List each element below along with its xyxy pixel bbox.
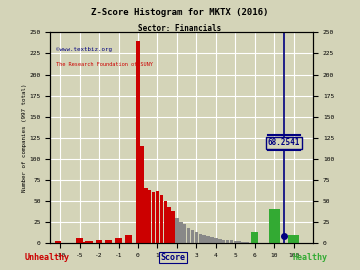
- Bar: [206, 236, 210, 243]
- Bar: [76, 238, 84, 243]
- Bar: [183, 224, 186, 243]
- Bar: [144, 188, 148, 243]
- Bar: [210, 237, 214, 243]
- Bar: [230, 241, 233, 243]
- Bar: [159, 195, 163, 243]
- Bar: [136, 41, 140, 243]
- Bar: [125, 235, 132, 243]
- Text: ©www.textbiz.org: ©www.textbiz.org: [56, 47, 112, 52]
- Bar: [152, 193, 155, 243]
- Bar: [179, 222, 183, 243]
- Bar: [187, 228, 190, 243]
- Text: Z-Score Histogram for MKTX (2016): Z-Score Histogram for MKTX (2016): [91, 8, 269, 17]
- Bar: [238, 241, 241, 243]
- Bar: [115, 238, 122, 243]
- Bar: [96, 240, 103, 243]
- Bar: [195, 232, 198, 243]
- Bar: [140, 146, 144, 243]
- Bar: [81, 242, 88, 243]
- Text: Score: Score: [160, 253, 185, 262]
- Bar: [234, 241, 237, 243]
- Bar: [148, 190, 152, 243]
- Bar: [288, 235, 299, 243]
- Bar: [163, 201, 167, 243]
- Bar: [222, 240, 225, 243]
- Bar: [175, 218, 179, 243]
- Bar: [245, 242, 249, 243]
- Bar: [202, 235, 206, 243]
- Bar: [167, 207, 171, 243]
- Text: Healthy: Healthy: [292, 253, 327, 262]
- Bar: [191, 230, 194, 243]
- Bar: [226, 241, 229, 243]
- Text: Unhealthy: Unhealthy: [24, 253, 69, 262]
- Y-axis label: Number of companies (997 total): Number of companies (997 total): [22, 83, 27, 192]
- Bar: [156, 191, 159, 243]
- Text: 68.2541: 68.2541: [268, 138, 300, 147]
- Text: The Research Foundation of SUNY: The Research Foundation of SUNY: [56, 62, 153, 67]
- Bar: [105, 241, 112, 243]
- Bar: [251, 232, 258, 243]
- Bar: [85, 241, 93, 243]
- Text: Sector: Financials: Sector: Financials: [138, 24, 222, 33]
- Bar: [199, 234, 202, 243]
- Bar: [218, 239, 221, 243]
- Bar: [214, 238, 217, 243]
- Bar: [269, 209, 280, 243]
- Bar: [55, 241, 61, 243]
- Bar: [171, 211, 175, 243]
- Bar: [241, 242, 245, 243]
